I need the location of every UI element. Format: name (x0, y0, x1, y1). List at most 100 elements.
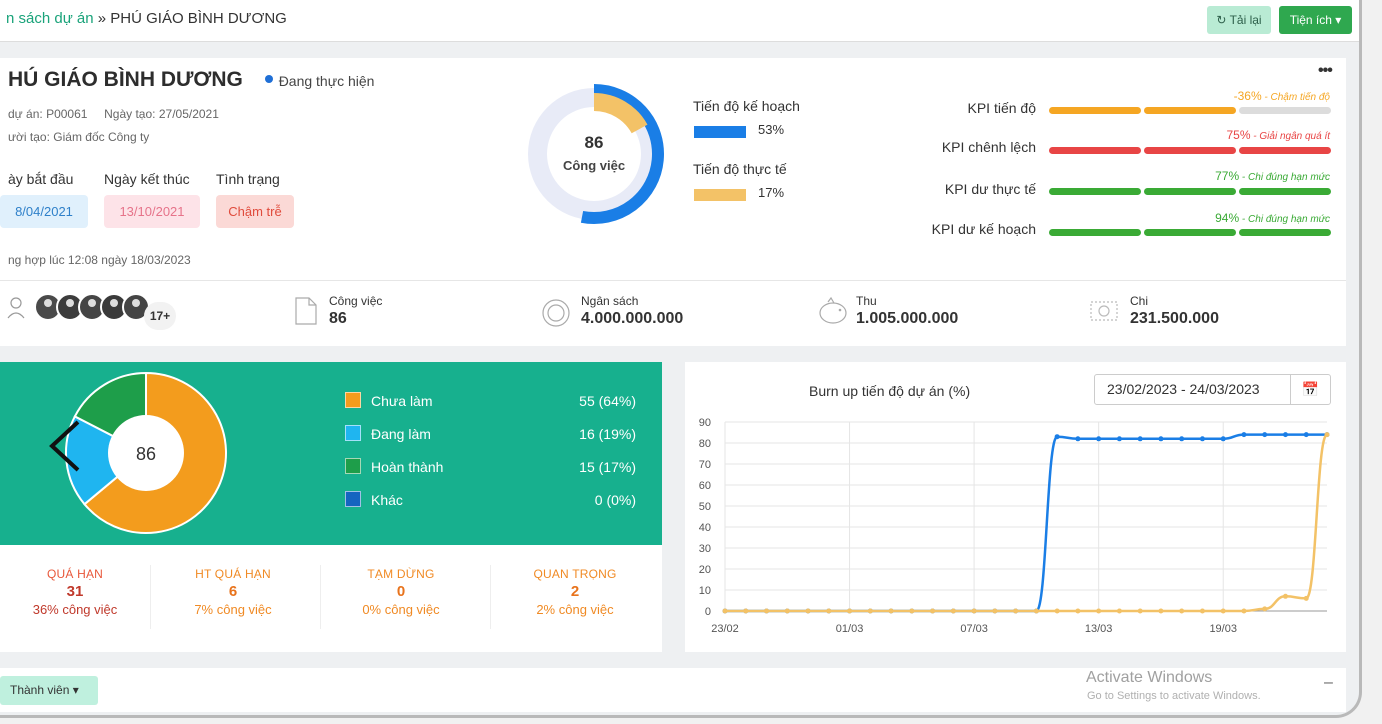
activate-windows-title: Activate Windows (1086, 669, 1213, 686)
summary-paused[interactable]: TẠM DỪNG 0 0% công việc (326, 567, 476, 617)
money-icon (1090, 301, 1118, 321)
actual-series-point (950, 608, 956, 614)
divider (150, 565, 151, 629)
actual-series-point (1137, 608, 1143, 614)
created-label: Ngày tạo: (104, 107, 156, 121)
summary-value: 31 (66, 583, 84, 600)
kpi-note-text: Chậm tiến độ (1270, 92, 1330, 103)
project-code: P00061 (46, 107, 88, 121)
actual-progress-swatch (694, 189, 746, 201)
task-legend-label: Hoàn thành (371, 459, 444, 475)
sync-timestamp: ng hợp lúc 12:08 ngày 18/03/2023 (8, 253, 191, 267)
x-tick-label: 07/03 (960, 623, 988, 635)
kpi-note-text: Giải ngân quá ít (1259, 131, 1330, 142)
income-stat-value: 1.005.000.000 (856, 310, 959, 327)
reload-label: Tải lại (1229, 13, 1262, 27)
y-tick-label: 50 (699, 501, 711, 513)
breadcrumb-parent-link[interactable]: n sách dự án (6, 10, 94, 27)
kpi-bar-segment (1144, 229, 1236, 236)
actual-series-point (867, 608, 873, 614)
members-dropdown-button[interactable]: Thành viên ▾ (0, 676, 98, 705)
kpi-bar-segment (1049, 107, 1141, 114)
date-range-value: 23/02/2023 - 24/03/2023 (1107, 381, 1260, 397)
task-legend-count: 15 (17%) (516, 459, 636, 475)
tasks-stat-value: 86 (329, 310, 347, 327)
minimize-icon[interactable]: – (1324, 674, 1333, 691)
start-date-label: ày bắt đầu (8, 171, 74, 187)
kpi-bar-segment (1049, 229, 1141, 236)
task-count-value: 16 (579, 426, 595, 442)
kpi-note: 75% - Giải ngân quá ít (1226, 128, 1330, 142)
actual-series-point (1199, 608, 1205, 614)
kpi-bar-segment (1144, 147, 1236, 154)
summary-label: QUÁ HẠN (46, 567, 104, 581)
summary-completed-overdue[interactable]: HT QUÁ HẠN 6 7% công việc (158, 567, 308, 617)
task-legend-label: Chưa làm (371, 393, 433, 409)
x-tick-label: 13/03 (1085, 623, 1113, 635)
chevron-left-icon[interactable] (44, 418, 84, 474)
refresh-icon: ↻ (1216, 13, 1227, 27)
actual-series-point (1220, 608, 1226, 614)
income-stat-label: Thu (856, 294, 877, 308)
kpi-value: 77% (1215, 169, 1240, 183)
task-legend-swatch (345, 425, 361, 441)
actual-series-point (1179, 608, 1185, 614)
breadcrumb: n sách dự án » PHÚ GIÁO BÌNH DƯƠNG (6, 10, 287, 27)
plan-series-point (1179, 436, 1185, 442)
summary-value: 2 (570, 583, 580, 600)
plan-series-point (1075, 436, 1081, 442)
summary-overdue[interactable]: QUÁ HẠN 31 36% công việc (0, 567, 150, 617)
divider (320, 565, 321, 629)
plan-series-point (1241, 432, 1247, 438)
task-legend-swatch (345, 392, 361, 408)
calendar-icon[interactable]: 📅 (1290, 375, 1330, 404)
x-tick-label: 19/03 (1209, 623, 1237, 635)
y-tick-label: 10 (699, 585, 711, 597)
more-options-icon[interactable]: ••• (1318, 62, 1333, 79)
task-legend-count: 55 (64%) (516, 393, 636, 409)
page-title: HÚ GIÁO BÌNH DƯƠNG (8, 68, 243, 91)
actual-series-point (888, 608, 894, 614)
progress-center-value: 86 (585, 133, 604, 152)
summary-value: 6 (228, 583, 238, 600)
status-dot-icon (264, 75, 273, 84)
date-range-picker[interactable]: 23/02/2023 - 24/03/2023 📅 (1094, 374, 1331, 405)
project-meta-code: dự án: P00061 Ngày tạo: 27/05/2021 (8, 107, 219, 121)
task-legend-label: Khác (371, 492, 403, 508)
reload-button[interactable]: ↻ Tải lại (1207, 6, 1271, 34)
piggy-bank-icon (819, 296, 847, 324)
utilities-button[interactable]: Tiện ích ▾ (1279, 6, 1352, 34)
tasks-stat-label: Công việc (329, 294, 383, 308)
task-breakdown-card: 86 Chưa làm 55 (64%) Đang làm 16 (19%) H… (0, 362, 662, 652)
kpi-value: -36% (1233, 89, 1262, 103)
project-meta-creator: ười tạo: Giám đốc Công ty (8, 130, 149, 144)
summary-sub: 2% công việc (536, 602, 614, 617)
project-status: Đang thực hiện (278, 73, 375, 89)
expense-stat-label: Chi (1130, 294, 1149, 308)
kpi-bar-segment (1239, 147, 1331, 154)
kpi-value: 75% (1226, 128, 1251, 142)
member-avatars[interactable] (34, 292, 152, 322)
kpi-value: 94% (1215, 211, 1240, 225)
kpi-note-text: Chi đúng hạn mức (1248, 172, 1330, 183)
actual-series-point (1054, 608, 1060, 614)
y-tick-label: 70 (699, 459, 711, 471)
activate-windows-subtitle: Go to Settings to activate Windows. (1087, 690, 1261, 702)
plan-series-point (1303, 432, 1309, 438)
breadcrumb-separator: » (97, 10, 107, 27)
kpi-label: KPI dư thực tế (944, 181, 1036, 197)
task-count-value: 15 (579, 459, 595, 475)
members-extra-badge[interactable]: 17+ (144, 302, 176, 330)
task-donut-hole (108, 415, 184, 491)
actual-series-point (1241, 608, 1247, 614)
summary-important[interactable]: QUAN TRỌNG 2 2% công việc (500, 567, 650, 617)
actual-series-point (930, 608, 936, 614)
kpi-bar-segment (1049, 147, 1141, 154)
creator-label: ười tạo: (8, 130, 50, 144)
kpi-bar-segment (1239, 229, 1331, 236)
members-section: Thành viên ▾ Activate Windows Go to Sett… (0, 668, 1346, 712)
plan-series-line (725, 433, 1327, 613)
budget-stat-value: 4.000.000.000 (581, 310, 684, 327)
kpi-label: KPI dư kế hoạch (931, 221, 1036, 237)
actual-series-point (909, 608, 915, 614)
